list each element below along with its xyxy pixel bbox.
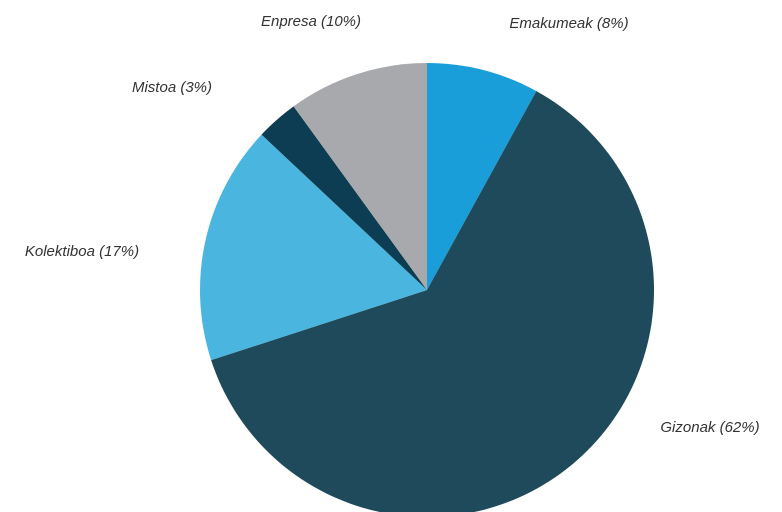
pie-slice [427, 63, 537, 290]
pie-slice [293, 63, 427, 290]
slice-label: Emakumeak (8%) [509, 15, 628, 32]
slice-label: Enpresa (10%) [261, 13, 361, 30]
pie-slice [200, 134, 427, 361]
slice-label: Kolektiboa (17%) [25, 243, 139, 260]
pie-slice [211, 91, 654, 512]
pie-slice [261, 106, 427, 290]
slice-label: Gizonak (62%) [660, 419, 759, 436]
slice-label: Mistoa (3%) [132, 79, 212, 96]
